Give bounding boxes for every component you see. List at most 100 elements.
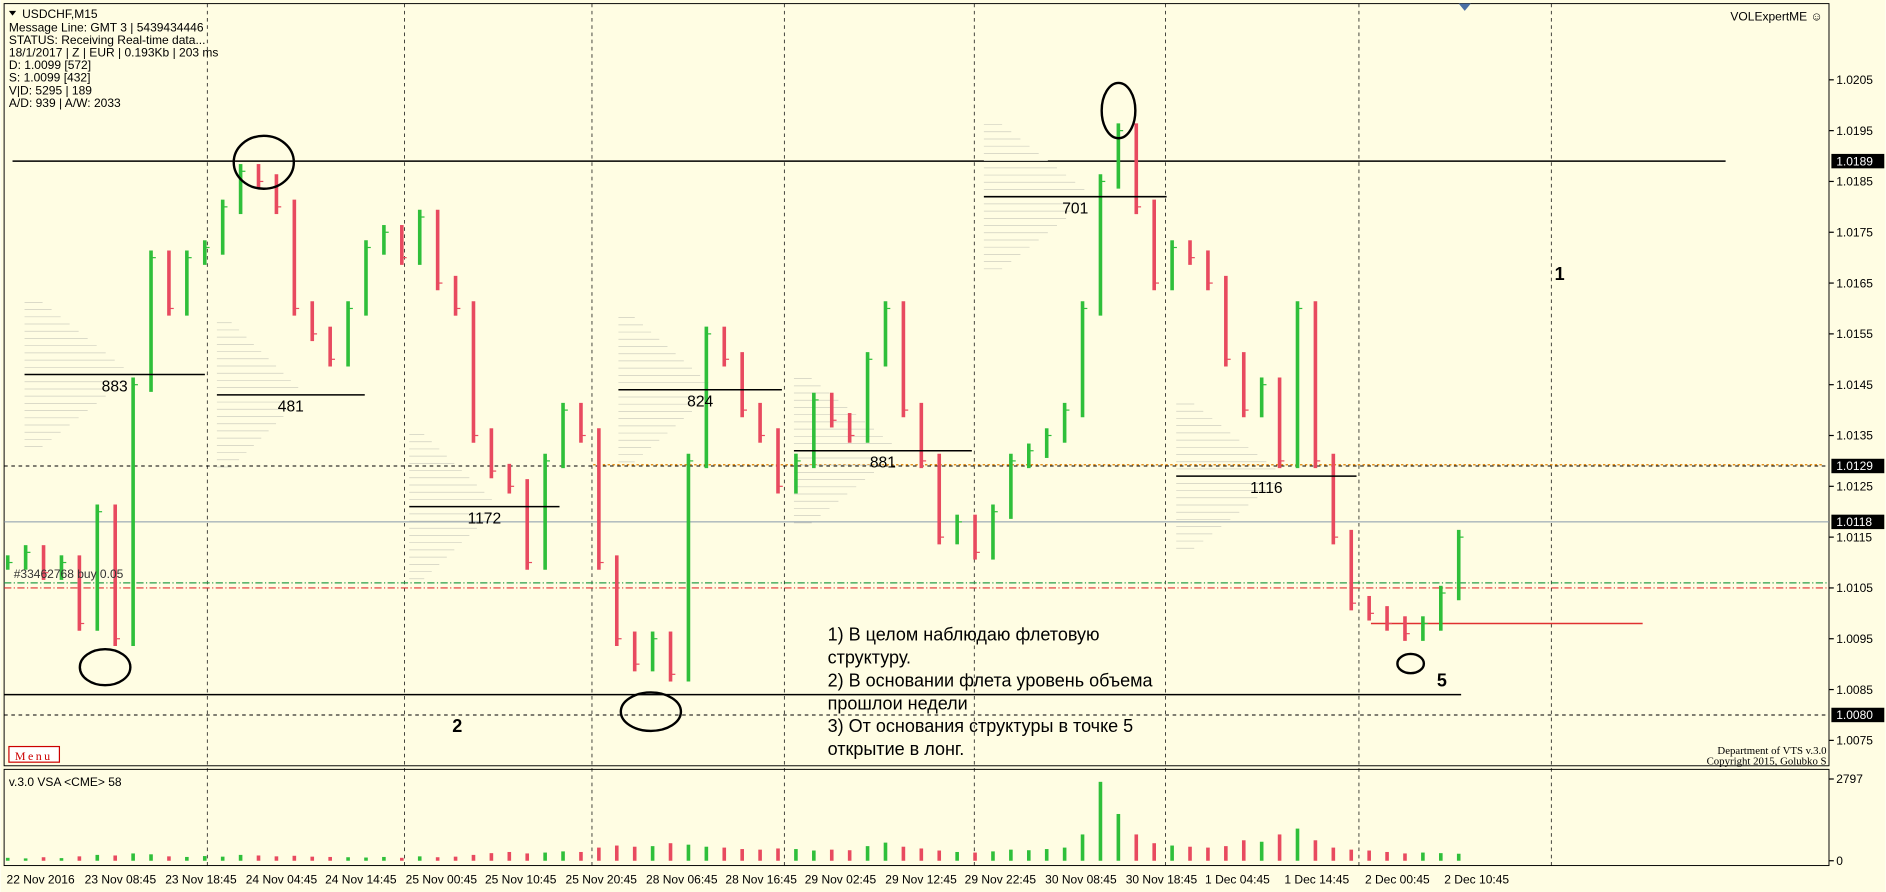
volume-tick-label: 2797: [1836, 772, 1863, 786]
note-line: открытие в лонг.: [828, 739, 965, 759]
volume-bar: [937, 850, 942, 861]
volume-bar: [1403, 853, 1407, 861]
volume-bar: [256, 855, 261, 861]
volume-bar: [847, 850, 852, 861]
volume-bar: [417, 856, 422, 861]
volume-bar: [758, 849, 762, 861]
x-tick-label: 25 Nov 20:45: [566, 873, 638, 887]
circle: [619, 691, 683, 733]
info-line: Message Line: GMT 3 | 5439434446: [9, 20, 204, 34]
volume-bar: [1206, 847, 1210, 861]
note-line: 1) В целом наблюдаю флетовую: [828, 625, 1100, 645]
volume-bar: [113, 855, 118, 861]
annotation: 5: [1437, 670, 1447, 690]
volume-bar: [346, 857, 350, 861]
volume-bar: [955, 851, 959, 861]
profile-volume: 883: [102, 378, 128, 395]
volume-bar: [1259, 841, 1264, 861]
volume-bar: [812, 850, 816, 861]
profile-volume: 481: [278, 399, 304, 416]
info-line: 18/1/2017 | Z | EUR | 0.193Kb | 203 ms: [9, 46, 219, 60]
x-tick-label: 29 Nov 12:45: [885, 873, 957, 887]
volume-bar: [614, 845, 619, 861]
volume-bar: [668, 843, 673, 861]
profile-volume: 1172: [468, 510, 502, 527]
volume-bar: [292, 855, 297, 861]
x-tick-label: 2 Dec 00:45: [1365, 873, 1430, 887]
volume-bar: [579, 851, 583, 861]
volume-bar: [1009, 849, 1013, 861]
footer: Department of VTS v.3.0: [1717, 745, 1826, 757]
indicator-name: VOLExpertME ☺: [1730, 9, 1822, 23]
y-tick-label: 1.0135: [1836, 429, 1873, 443]
volume-bar: [507, 851, 512, 861]
volume-bar: [901, 846, 906, 861]
circle: [232, 134, 296, 190]
volume-bar: [131, 853, 135, 861]
y-tick-label: 1.0155: [1836, 327, 1873, 341]
overlay: USDCHF,M15 VOLExpertME ☺ Menu #33462768 …: [7, 3, 1885, 887]
info-line: V|D: 5295 | 189: [9, 83, 92, 97]
volume-bar: [1224, 846, 1228, 861]
volume-bar: [561, 851, 565, 861]
volume-bar: [185, 856, 189, 861]
volume-bar: [829, 849, 834, 861]
x-tick-label: 24 Nov 14:45: [325, 873, 397, 887]
level-tag: [1831, 153, 1885, 169]
level-tag: [1831, 514, 1885, 530]
volume-bar: [5, 857, 10, 861]
volume-bar: [274, 856, 279, 861]
volume-bar: [95, 854, 100, 861]
volume-bar: [1313, 840, 1318, 861]
volume-bar: [364, 857, 368, 861]
y-tick-label: 1.0165: [1836, 276, 1873, 290]
collapse-icon: [8, 10, 17, 16]
x-tick-label: 22 Nov 2016: [7, 873, 75, 887]
profile-volume: 1116: [1250, 480, 1282, 497]
volume-bar: [1331, 847, 1336, 861]
y-tick-label: 1.0115: [1836, 530, 1872, 544]
volume-bar: [1080, 834, 1085, 861]
volume-bar: [865, 846, 870, 861]
x-tick-label: 23 Nov 08:45: [85, 873, 157, 887]
volume-bar: [400, 857, 404, 861]
volume-bar: [1295, 828, 1300, 861]
y-tick-label: 1.0095: [1836, 632, 1873, 646]
volume-bar: [1044, 849, 1049, 861]
volume-bar: [435, 857, 440, 861]
x-tick-label: 24 Nov 04:45: [246, 873, 318, 887]
volume-bar: [1152, 843, 1156, 861]
volume-bar: [1456, 853, 1461, 861]
info-line: A/D: 939 | A/W: 2033: [9, 96, 121, 110]
volume-bar: [525, 853, 530, 861]
volume-bar: [1098, 781, 1103, 861]
volume-bar: [883, 842, 888, 861]
level-tag: [1831, 458, 1885, 474]
x-tick-label: 2 Dec 10:45: [1444, 873, 1509, 887]
menu-button[interactable]: [8, 745, 61, 763]
volume-bar: [597, 847, 601, 861]
x-tick-label: 28 Nov 06:45: [646, 873, 718, 887]
volume-bar: [1026, 850, 1031, 861]
menu-label[interactable]: Menu: [15, 749, 53, 763]
info-line: S: 1.0099 [432]: [9, 71, 91, 85]
volume-pane: [3, 768, 1830, 867]
circle: [1100, 81, 1137, 140]
x-tick-label: 23 Nov 18:45: [165, 873, 237, 887]
volume-bar: [23, 858, 28, 861]
x-tick-label: 1 Dec 14:45: [1284, 873, 1349, 887]
volume-bar: [453, 856, 458, 861]
footer: Copyright 2015, Golubko S: [1707, 756, 1827, 768]
annotation: 2: [452, 716, 462, 736]
volume-bar: [650, 846, 655, 861]
volume-bar: [489, 853, 494, 861]
volume-bar: [704, 846, 709, 861]
volume-bar: [991, 851, 995, 861]
volume-bar: [740, 849, 744, 861]
volume-bar: [1439, 853, 1443, 861]
profile-volume: 881: [870, 455, 896, 472]
y-tick-label: 1.0205: [1836, 73, 1873, 87]
volume-label: v.3.0 VSA <CME> 58: [9, 775, 122, 789]
x-tick-label: 30 Nov 08:45: [1045, 873, 1117, 887]
